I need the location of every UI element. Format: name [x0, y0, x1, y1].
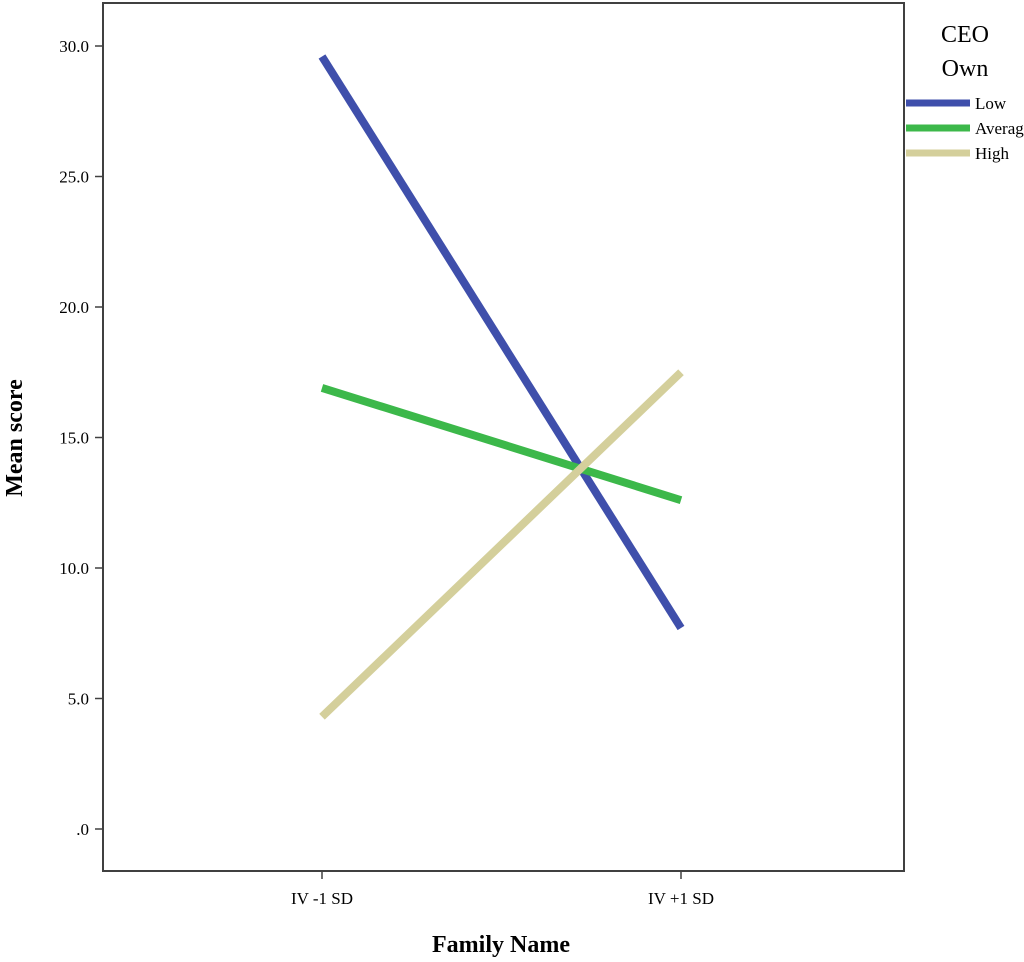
series-line-average — [320, 384, 683, 504]
legend-label-average: Average — [975, 119, 1024, 138]
series-line-high — [319, 369, 684, 720]
legend: CEO Own Low Average High — [906, 22, 1024, 163]
y-tick-label: 15.0 — [59, 429, 89, 448]
y-tick-label: 10.0 — [59, 559, 89, 578]
y-tick-label: .0 — [76, 820, 89, 839]
y-axis-title: Mean score — [2, 379, 28, 497]
y-tick-label: 5.0 — [68, 690, 89, 709]
x-tick-label: IV +1 SD — [648, 889, 714, 908]
plot-area — [318, 54, 685, 720]
legend-label-high: High — [975, 144, 1010, 163]
legend-title-line-1: CEO — [941, 22, 989, 48]
legend-title-line-2: Own — [942, 56, 989, 82]
y-tick-label: 20.0 — [59, 298, 89, 317]
y-tick-label: 30.0 — [59, 37, 89, 56]
legend-label-low: Low — [975, 94, 1007, 113]
y-tick-label: 25.0 — [59, 168, 89, 187]
series-line-low — [318, 54, 685, 631]
x-axis-title: Family Name — [432, 932, 570, 958]
axes: .0 5.0 10.0 15.0 20.0 25.0 30.0 IV -1 SD IV +1 S… — [59, 2, 905, 908]
x-tick-label: IV -1 SD — [291, 889, 353, 908]
